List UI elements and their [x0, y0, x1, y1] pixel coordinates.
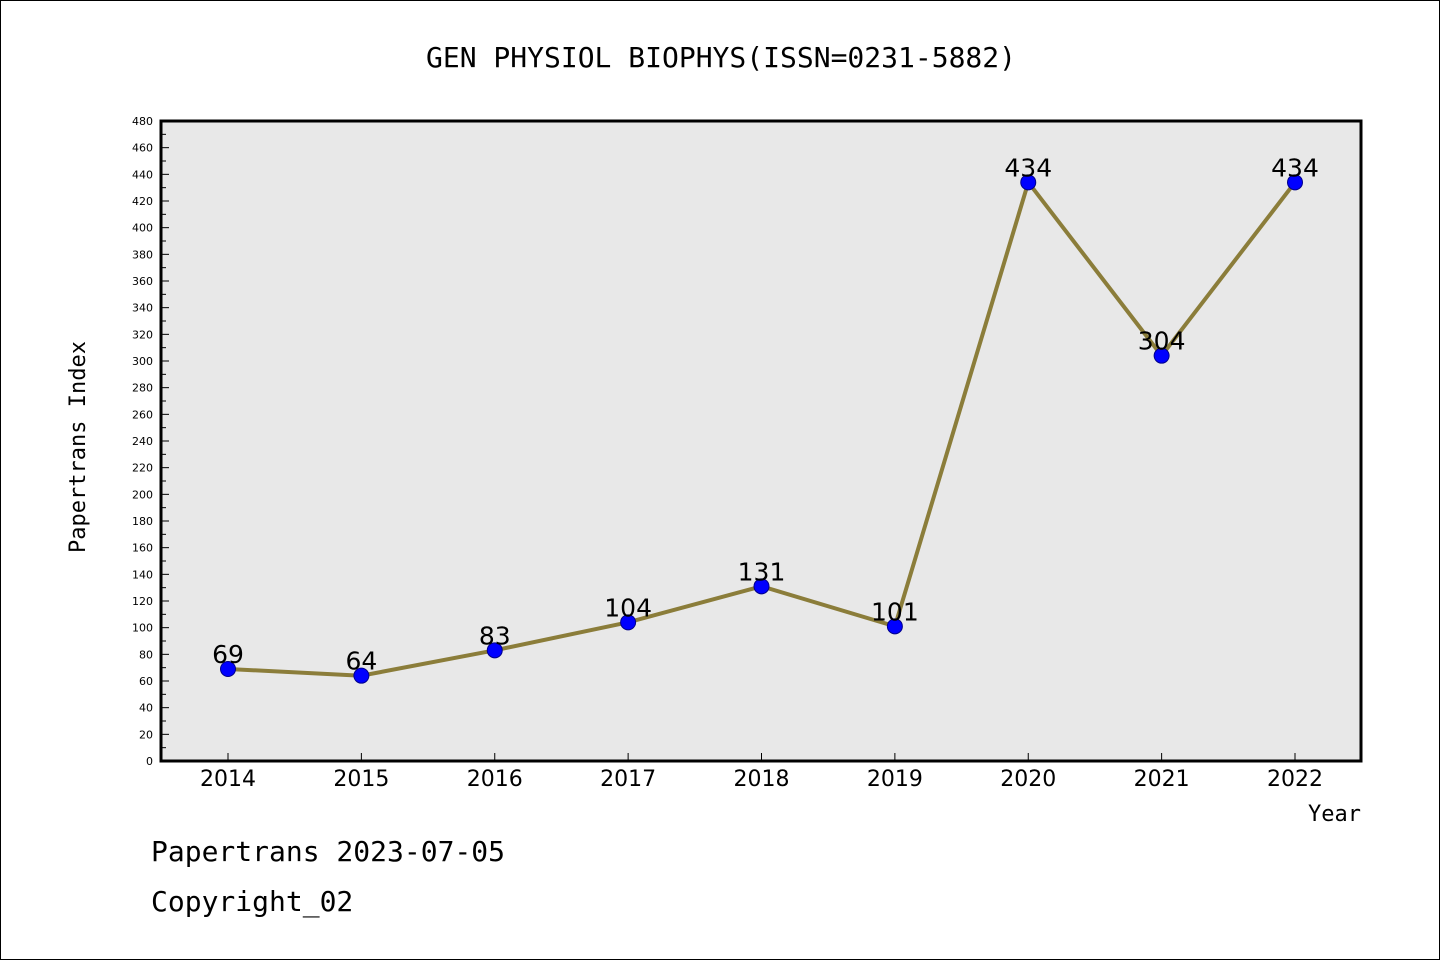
y-tick-label: 180	[132, 515, 153, 528]
data-point	[620, 614, 637, 631]
y-tick-label: 60	[139, 675, 153, 688]
data-label: 83	[479, 621, 511, 650]
y-tick-label: 40	[139, 702, 153, 715]
y-tick-label: 460	[132, 142, 153, 155]
series-line-group: 69 64 83 104 131 101 434 304 434	[212, 153, 1319, 684]
plot-area	[161, 121, 1361, 761]
y-axis-label: Papertrans Index	[66, 341, 91, 553]
data-label: 304	[1138, 327, 1186, 356]
y-tick-label: 320	[132, 328, 153, 341]
x-tick-label: 2021	[1134, 767, 1190, 792]
y-tick-label: 480	[132, 115, 153, 128]
y-tick-label: 20	[139, 728, 153, 741]
data-point	[753, 578, 770, 595]
y-tick-label: 80	[139, 648, 153, 661]
y-tick-label: 280	[132, 382, 153, 395]
x-tick-label: 2017	[600, 767, 656, 792]
footer-copyright: Copyright_02	[151, 885, 354, 918]
y-tick-label: 400	[132, 222, 153, 235]
y-tick-label: 140	[132, 568, 153, 581]
x-axis: 2014 2015 2016 2017 2018 2019 2020 2021 2022	[200, 753, 1323, 792]
data-point	[1287, 174, 1303, 191]
data-point	[220, 661, 236, 677]
x-axis-label: Year	[1308, 802, 1361, 827]
y-tick-label: 360	[132, 275, 153, 288]
data-label: 434	[1271, 153, 1319, 182]
y-tick-label: 120	[132, 595, 153, 608]
footer-date: Papertrans 2023-07-05	[151, 835, 506, 868]
plot-border	[159, 119, 1363, 763]
data-label: 434	[1004, 153, 1052, 182]
y-tick-label: 300	[132, 355, 153, 368]
data-label: 104	[604, 593, 652, 622]
x-tick-label: 2015	[333, 767, 389, 792]
x-tick-label: 2020	[1000, 767, 1056, 792]
y-tick-label: 220	[132, 462, 153, 475]
x-tick-label: 2014	[200, 767, 256, 792]
data-label: 131	[738, 557, 786, 586]
chart-title: GEN PHYSIOL BIOPHYS(ISSN=0231-5882)	[426, 41, 1016, 74]
x-tick-label: 2018	[734, 767, 790, 792]
x-tick-label: 2016	[467, 767, 523, 792]
x-tick-label: 2022	[1267, 767, 1323, 792]
y-tick-label: 380	[132, 248, 153, 261]
y-tick-label: 160	[132, 542, 153, 555]
data-point	[1020, 174, 1037, 191]
y-axis: 0 20 40 60 80 100 120 140 160 180 200 220 240 260 280 3…	[132, 115, 169, 768]
x-tick-label: 2019	[867, 767, 923, 792]
y-tick-label: 440	[132, 168, 153, 181]
data-point	[886, 618, 903, 635]
data-label: 69	[212, 640, 244, 669]
data-point	[353, 667, 370, 684]
data-point	[1153, 347, 1170, 364]
y-tick-label: 260	[132, 408, 153, 421]
data-label: 101	[871, 597, 919, 626]
y-tick-label: 340	[132, 302, 153, 315]
y-tick-label: 200	[132, 488, 153, 501]
data-point	[486, 642, 503, 659]
data-label: 64	[345, 647, 377, 676]
y-tick-label: 240	[132, 435, 153, 448]
y-tick-label: 0	[146, 755, 153, 768]
y-tick-label: 420	[132, 195, 153, 208]
y-tick-label: 100	[132, 622, 153, 635]
